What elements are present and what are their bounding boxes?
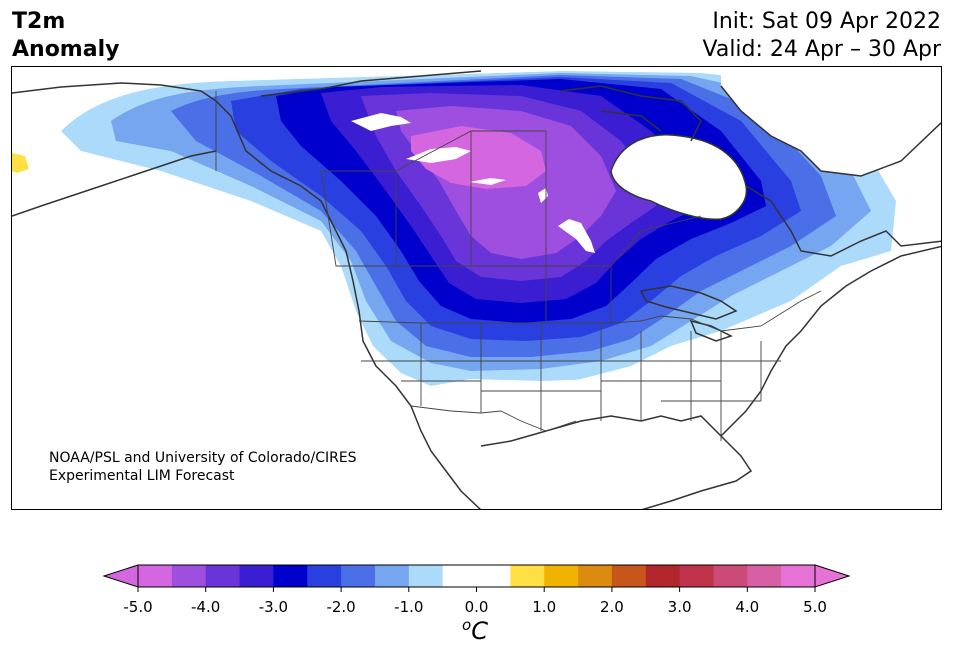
pacific-ocean (12, 211, 421, 509)
colorbar-bins (138, 565, 816, 587)
colorbar-bin (442, 565, 477, 587)
lake-great-slave (406, 147, 471, 163)
lake-great-bear (351, 113, 411, 131)
colorbar-bin (138, 565, 173, 587)
border-provinces (320, 130, 702, 323)
colorbar-bin (747, 565, 782, 587)
colorbar-tick-label: 5.0 (803, 598, 827, 616)
coast-labrador (745, 185, 941, 257)
border-states (361, 323, 781, 441)
hudson-bay (611, 134, 747, 220)
lake-small (538, 188, 548, 203)
colorbar-tick-label: 2.0 (599, 598, 624, 616)
colorbar-bin (611, 565, 647, 587)
coast-east-us (720, 245, 941, 437)
colorbar-tick-label: 3.0 (667, 598, 692, 616)
colorbar-tick-label: -3.0 (258, 598, 289, 616)
border-us-mexico (410, 405, 577, 432)
colorbar-tick-label: 1.0 (532, 598, 557, 616)
coast-great-lakes (639, 285, 738, 342)
credit-line-1: NOAA/PSL and University of Colorado/CIRE… (49, 450, 357, 466)
unit-degree: o (462, 616, 472, 634)
coast-alaska-south (12, 150, 217, 217)
border-canada-us (358, 290, 822, 332)
colorbar-bin (408, 565, 444, 587)
colorbar-bin (171, 565, 207, 587)
colorbar-bin (341, 565, 376, 587)
colorbar-over-arrow (814, 564, 851, 588)
valid-range: Valid: 24 Apr – 30 Apr (702, 37, 942, 62)
colorbar-tick-label: 0.0 (464, 598, 489, 616)
colorbar-bin (239, 565, 274, 587)
colorbar-bin (578, 565, 613, 587)
colorbar-bin (781, 565, 816, 587)
political-borders (215, 91, 822, 441)
map-svg (12, 67, 941, 509)
arctic-ocean (12, 67, 721, 151)
colorbar-bin (476, 565, 511, 587)
colorbar-bin (645, 565, 681, 587)
lake-athabasca (469, 178, 506, 185)
coast-arctic-islands (260, 70, 702, 142)
us-south (396, 373, 801, 509)
colorbar-bin (713, 565, 748, 587)
init-date: Init: Sat 09 Apr 2022 (712, 9, 941, 34)
colorbar-tick-label: 4.0 (735, 598, 760, 616)
colorbar-bin (679, 565, 714, 587)
coastlines (12, 70, 941, 509)
colorbar-tick-label: -1.0 (394, 598, 424, 616)
credit-text: NOAA/PSL and University of Colorado/CIRE… (49, 449, 357, 485)
colorbar-bin (510, 565, 545, 587)
colorbar-bin (307, 565, 342, 587)
colorbar-bin (544, 565, 579, 587)
title-variable-line2: Anomaly (12, 37, 120, 62)
colorbar-bin (205, 565, 241, 587)
title-variable-line1: T2m (12, 9, 66, 34)
colorbar-tick-label: -2.0 (326, 598, 356, 616)
coast-alaska (12, 82, 482, 509)
coast-greenland (720, 85, 941, 177)
title-dates: Init: Sat 09 Apr 2022 Valid: 24 Apr – 30… (703, 8, 942, 64)
colorbar-tick-label: -5.0 (123, 598, 153, 616)
lake-winnipeg (558, 219, 595, 253)
coast-hudson (610, 134, 748, 220)
anomaly-contour-5 (411, 126, 546, 189)
colorbar-bin (374, 565, 410, 587)
warm-blob-alaska-2 (12, 153, 29, 173)
anomaly-map (11, 66, 942, 510)
colorbar-tick-label: -4.0 (191, 598, 221, 616)
unit-letter: C (471, 617, 488, 645)
colorbar-unit: oC (462, 616, 488, 645)
colorbar-bin (273, 565, 308, 587)
title-variable: T2m Anomaly (12, 8, 119, 64)
colorbar-ticks (137, 587, 816, 592)
greenland (721, 67, 941, 176)
colorbar-under-arrow (102, 564, 139, 588)
credit-line-2: Experimental LIM Forecast (49, 468, 235, 484)
